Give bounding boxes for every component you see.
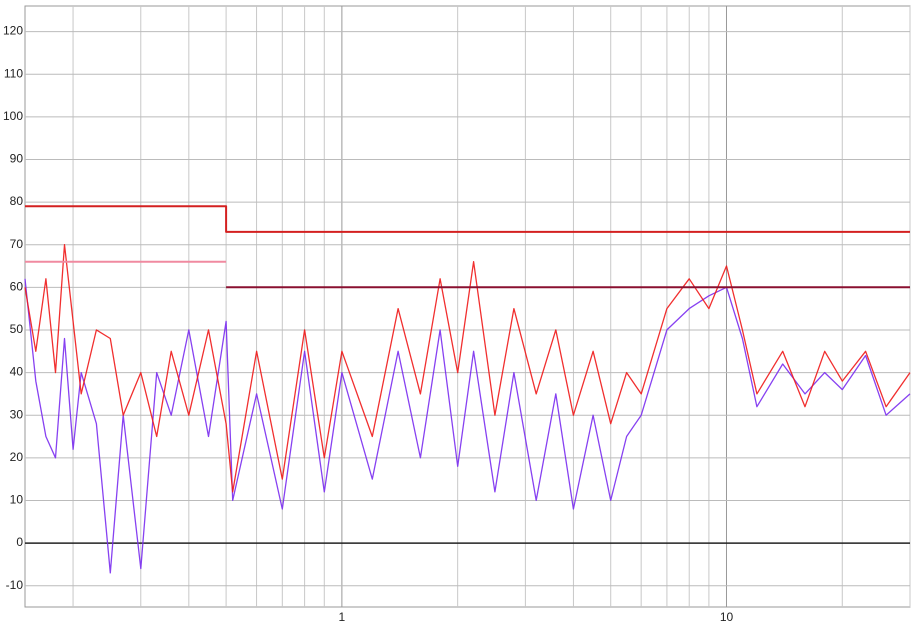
y-tick-label: 90 [10,152,24,166]
y-tick-label: 60 [10,279,24,293]
y-tick-label: 50 [10,322,24,336]
y-tick-label: -10 [6,578,24,592]
y-tick-label: 120 [3,24,23,38]
y-tick-label: 40 [10,365,24,379]
y-tick-label: 0 [16,535,23,549]
y-tick-label: 110 [4,66,23,80]
trace [24,244,911,493]
x-tick-label: 10 [720,610,734,624]
x-tick-label: 1 [339,610,346,624]
y-tick-label: 70 [10,237,24,251]
y-tick-label: 80 [10,194,24,208]
limit-line [25,205,910,233]
y-tick-label: 30 [10,407,24,421]
y-tick-label: 20 [10,450,24,464]
trace [24,278,911,574]
y-tick-label: 10 [10,493,24,507]
y-tick-label: 100 [3,109,23,123]
